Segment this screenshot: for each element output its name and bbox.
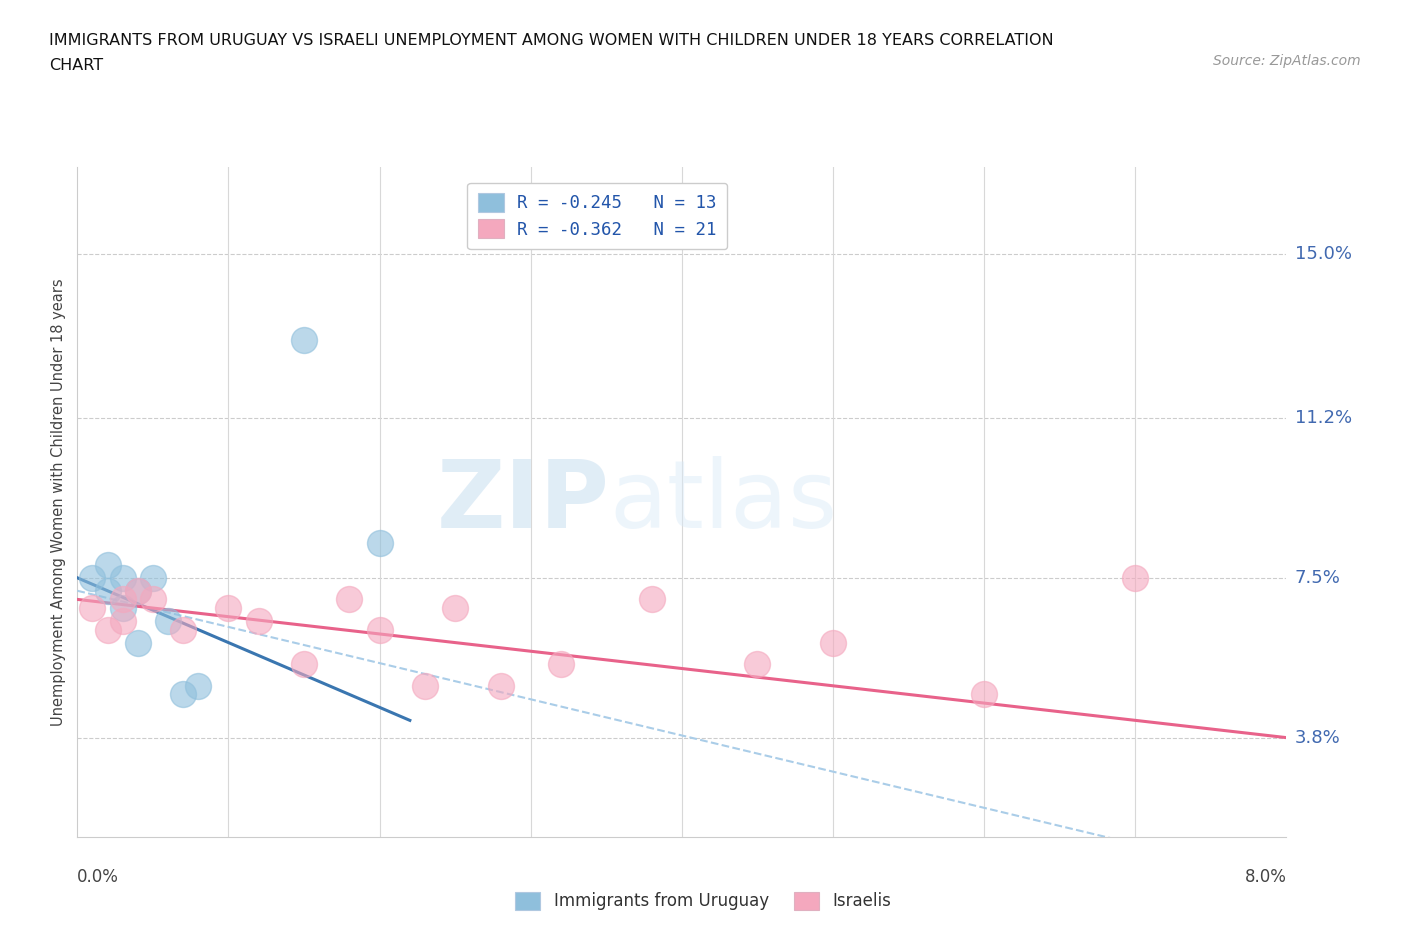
Point: [96, 622, 118, 637]
Point: [111, 601, 134, 616]
Text: IMMIGRANTS FROM URUGUAY VS ISRAELI UNEMPLOYMENT AMONG WOMEN WITH CHILDREN UNDER : IMMIGRANTS FROM URUGUAY VS ISRAELI UNEMP…: [49, 33, 1054, 47]
Point: [444, 601, 467, 616]
Point: [111, 614, 134, 629]
Point: [127, 583, 149, 598]
Point: [111, 592, 134, 607]
Point: [96, 583, 118, 598]
Point: [413, 678, 436, 693]
Text: atlas: atlas: [609, 457, 838, 548]
Point: [368, 536, 391, 551]
Text: Source: ZipAtlas.com: Source: ZipAtlas.com: [1213, 54, 1361, 68]
Point: [142, 592, 165, 607]
Point: [127, 583, 149, 598]
Point: [127, 635, 149, 650]
Point: [82, 601, 104, 616]
Point: [823, 635, 845, 650]
Legend: R = -0.245   N = 13, R = -0.362   N = 21: R = -0.245 N = 13, R = -0.362 N = 21: [467, 183, 727, 249]
Point: [339, 592, 360, 607]
Point: [550, 657, 572, 671]
Point: [1125, 570, 1147, 585]
Point: [973, 687, 995, 702]
Point: [172, 687, 194, 702]
Point: [641, 592, 664, 607]
Point: [247, 614, 270, 629]
Point: [187, 678, 209, 693]
Point: [172, 622, 194, 637]
Point: [218, 601, 240, 616]
Point: [96, 557, 118, 572]
Point: [292, 657, 315, 671]
Text: 8.0%: 8.0%: [1244, 868, 1286, 885]
Text: ZIP: ZIP: [436, 457, 609, 548]
Point: [292, 333, 315, 348]
Point: [489, 678, 512, 693]
Y-axis label: Unemployment Among Women with Children Under 18 years: Unemployment Among Women with Children U…: [51, 278, 66, 726]
Text: 7.5%: 7.5%: [1295, 569, 1341, 587]
Text: 3.8%: 3.8%: [1295, 728, 1340, 747]
Text: 11.2%: 11.2%: [1295, 409, 1353, 427]
Point: [111, 570, 134, 585]
Text: 0.0%: 0.0%: [77, 868, 120, 885]
Point: [142, 570, 165, 585]
Point: [157, 614, 180, 629]
Text: CHART: CHART: [49, 58, 103, 73]
Text: 15.0%: 15.0%: [1295, 245, 1351, 263]
Point: [747, 657, 769, 671]
Point: [82, 570, 104, 585]
Point: [368, 622, 391, 637]
Legend: Immigrants from Uruguay, Israelis: Immigrants from Uruguay, Israelis: [509, 885, 897, 917]
